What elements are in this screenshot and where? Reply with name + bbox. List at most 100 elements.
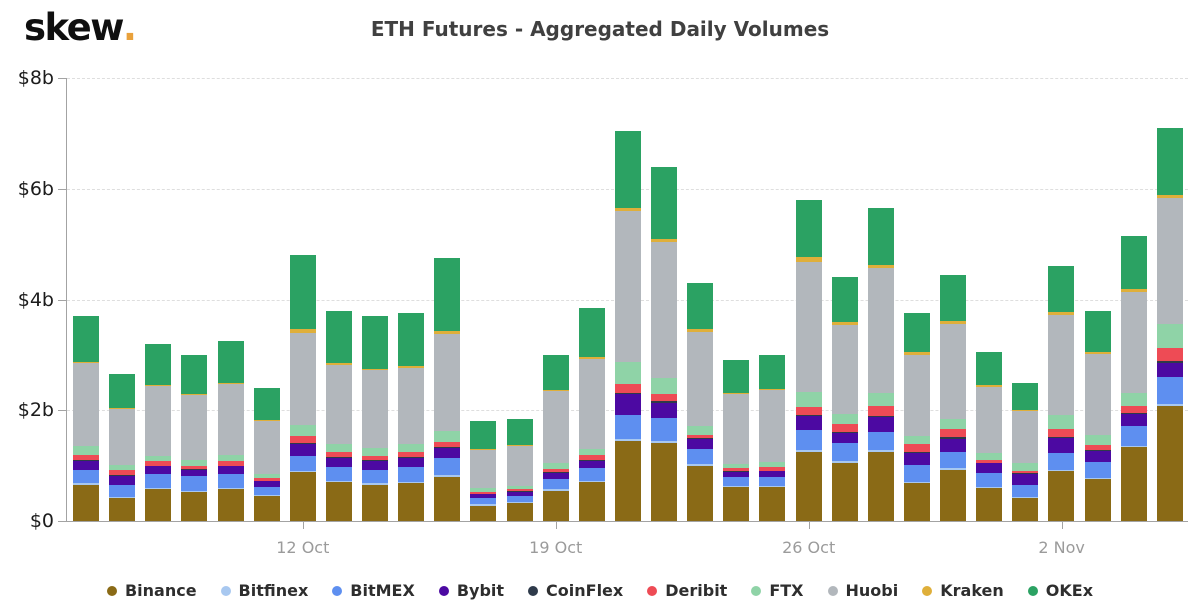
segment-bitmex [109, 485, 136, 497]
segment-bitfinex [109, 496, 136, 498]
legend-item-coinflex[interactable]: CoinFlex [528, 581, 623, 600]
segment-ftx [578, 448, 605, 456]
segment-binance [470, 505, 497, 521]
skew-logo-dot: . [122, 6, 137, 49]
legend-dot-okex [1027, 585, 1038, 596]
segment-huobi [325, 364, 352, 444]
bar-19-oct[interactable] [542, 354, 569, 521]
segment-kraken [1012, 410, 1039, 412]
segment-deribit [651, 394, 677, 401]
bar-28-oct[interactable] [867, 208, 894, 521]
segment-bitfinex [1120, 445, 1147, 448]
bar-25-oct[interactable] [759, 354, 786, 521]
bar-9-oct[interactable] [181, 354, 208, 521]
segment-deribit [398, 451, 425, 457]
bar-10-oct[interactable] [217, 341, 244, 521]
segment-kraken [217, 382, 244, 384]
segment-ftx [398, 443, 425, 452]
segment-binance [145, 488, 172, 521]
legend-item-ftx[interactable]: FTX [751, 581, 804, 600]
segment-coinflex [940, 437, 966, 439]
segment-bitfinex [976, 486, 1003, 488]
segment-bybit [687, 439, 714, 450]
legend-label: FTX [769, 581, 804, 600]
bar-12-oct[interactable] [289, 255, 316, 521]
legend-item-bitmex[interactable]: BitMEX [332, 581, 415, 600]
bar-20-oct[interactable] [578, 307, 605, 521]
bar-8-oct[interactable] [145, 343, 172, 521]
bar-14-oct[interactable] [362, 316, 388, 521]
bar-3-nov[interactable] [1084, 310, 1111, 521]
legend-item-bitfinex[interactable]: Bitfinex [220, 581, 308, 600]
segment-deribit [1048, 428, 1075, 437]
bar-6-oct[interactable] [73, 316, 99, 521]
segment-okex [759, 354, 786, 390]
legend-label: Deribit [665, 581, 728, 600]
segment-huobi [867, 268, 894, 393]
bar-24-oct[interactable] [723, 360, 750, 521]
segment-deribit [831, 423, 858, 432]
segment-binance [1012, 497, 1039, 521]
segment-bybit [217, 466, 244, 474]
legend-item-huobi[interactable]: Huobi [827, 581, 899, 600]
segment-bitmex [1012, 485, 1039, 497]
legend-item-okex[interactable]: OKEx [1027, 581, 1093, 600]
segment-binance [362, 485, 388, 521]
legend-dot-binance [106, 585, 117, 596]
segment-kraken [470, 448, 497, 450]
segment-bitfinex [434, 475, 461, 477]
segment-huobi [1156, 198, 1183, 325]
bar-7-oct[interactable] [109, 374, 136, 521]
segment-huobi [181, 394, 208, 461]
bar-18-oct[interactable] [506, 418, 533, 521]
segment-bitmex [723, 477, 750, 486]
segment-deribit [795, 406, 822, 416]
legend-item-binance[interactable]: Binance [106, 581, 197, 600]
legend-label: CoinFlex [546, 581, 624, 600]
segment-bitfinex [867, 450, 894, 453]
bar-21-oct[interactable] [614, 130, 641, 521]
segment-binance [289, 472, 316, 521]
bar-30-oct[interactable] [940, 274, 966, 521]
legend-label: Huobi [845, 581, 899, 600]
segment-deribit [145, 461, 172, 466]
bar-15-oct[interactable] [398, 313, 425, 521]
bar-2-nov[interactable] [1048, 266, 1075, 521]
bar-23-oct[interactable] [687, 282, 714, 521]
legend-item-deribit[interactable]: Deribit [647, 581, 727, 600]
segment-coinflex [614, 392, 641, 395]
bar-27-oct[interactable] [831, 277, 858, 521]
segment-bitmex [217, 473, 244, 488]
bar-16-oct[interactable] [434, 258, 461, 521]
segment-bitmex [795, 429, 822, 450]
legend-label: Binance [124, 581, 197, 600]
segment-kraken [903, 352, 930, 355]
segment-bybit [542, 472, 569, 480]
bar-26-oct[interactable] [795, 199, 822, 521]
segment-kraken [687, 328, 714, 332]
segment-bybit [614, 394, 641, 416]
segment-deribit [1012, 470, 1039, 474]
segment-binance [217, 488, 244, 521]
segment-coinflex [145, 465, 172, 467]
segment-okex [253, 388, 280, 421]
bar-29-oct[interactable] [903, 313, 930, 521]
segment-kraken [651, 238, 677, 242]
bar-1-nov[interactable] [1012, 382, 1039, 521]
y-tick-mark [58, 410, 66, 412]
bar-4-nov[interactable] [1120, 235, 1147, 521]
legend-item-bybit[interactable]: Bybit [438, 581, 504, 600]
segment-kraken [759, 389, 786, 391]
segment-coinflex [651, 400, 677, 403]
x-axis-labels: 12 Oct 19 Oct 26 Oct 2 Nov [0, 538, 1200, 560]
bar-22-oct[interactable] [651, 166, 677, 521]
bar-11-oct[interactable] [253, 388, 280, 521]
legend-item-kraken[interactable]: Kraken [922, 581, 1004, 600]
x-axis-ticks [0, 522, 1200, 530]
bar-5-nov[interactable] [1156, 127, 1183, 521]
bar-13-oct[interactable] [325, 310, 352, 521]
segment-ftx [1084, 434, 1111, 445]
bar-17-oct[interactable] [470, 421, 497, 521]
bar-31-oct[interactable] [976, 352, 1003, 521]
segment-kraken [723, 392, 750, 394]
